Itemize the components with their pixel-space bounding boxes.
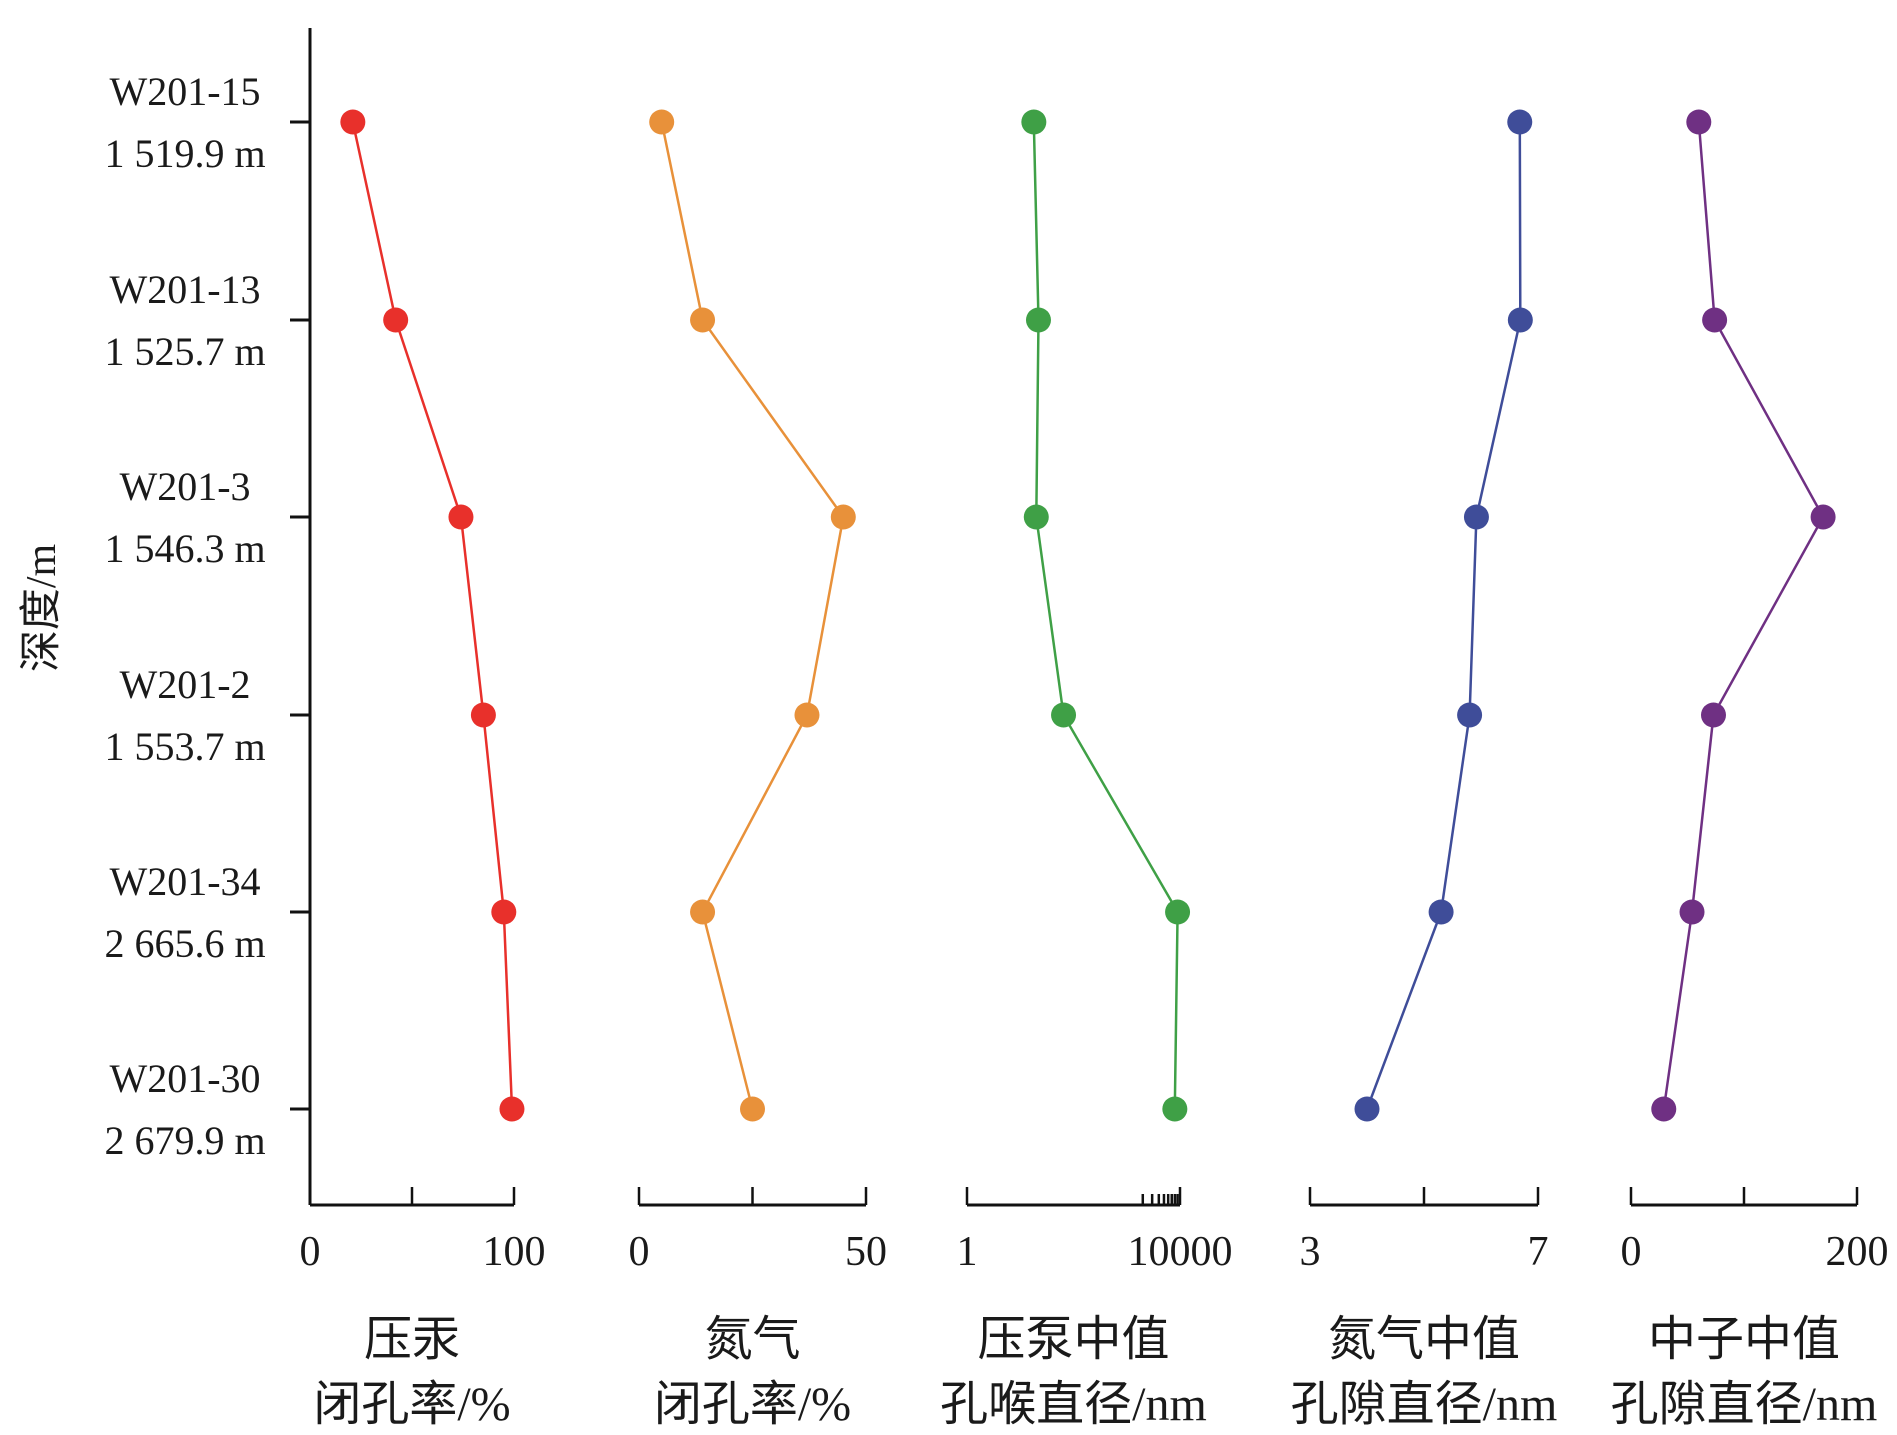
depth-label: 1 519.9 m: [104, 131, 265, 176]
x-tick-label: 0: [1621, 1229, 1642, 1275]
panel-title-line1: 压泵中值: [977, 1313, 1169, 1366]
data-point: [383, 307, 409, 333]
x-tick-label: 1: [957, 1229, 978, 1275]
depth-label: 1 525.7 m: [104, 329, 265, 374]
data-point: [1463, 504, 1489, 530]
data-point: [340, 109, 366, 135]
data-point: [1354, 1096, 1380, 1122]
sample-label: W201-34: [109, 859, 260, 904]
data-point: [1810, 504, 1836, 530]
x-tick-label: 0: [629, 1229, 650, 1275]
panel-title-line2: 闭孔率/%: [654, 1378, 851, 1431]
data-point: [1021, 109, 1047, 135]
data-point: [499, 1096, 525, 1122]
data-point: [794, 702, 820, 728]
data-point: [1165, 899, 1191, 925]
data-point: [1702, 307, 1728, 333]
data-point: [1679, 899, 1705, 925]
data-point: [1051, 702, 1077, 728]
sample-label: W201-2: [119, 662, 250, 707]
x-tick-label: 0: [300, 1229, 321, 1275]
sample-label: W201-13: [109, 267, 260, 312]
sample-label: W201-30: [109, 1056, 260, 1101]
x-tick-label: 3: [1300, 1229, 1321, 1275]
x-tick-label: 10000: [1128, 1229, 1233, 1275]
panel-title-line2: 孔隙直径/nm: [1291, 1378, 1558, 1431]
data-point: [830, 504, 856, 530]
data-point: [740, 1096, 765, 1122]
data-point: [649, 109, 675, 135]
data-point: [690, 307, 716, 333]
data-point: [1507, 307, 1533, 333]
x-tick-label: 7: [1528, 1229, 1549, 1275]
x-tick-label: 200: [1826, 1229, 1889, 1275]
sample-label: W201-3: [119, 464, 250, 509]
sample-label: W201-15: [109, 69, 260, 114]
data-point: [470, 702, 496, 728]
data-point: [448, 504, 474, 530]
depth-label: 1 546.3 m: [104, 526, 265, 571]
depth-label: 1 553.7 m: [104, 724, 265, 769]
series-line: [660, 121, 845, 1110]
data-point: [1651, 1096, 1677, 1122]
x-tick-label: 100: [483, 1229, 546, 1275]
series-line: [1032, 121, 1179, 1110]
data-point: [1025, 307, 1051, 333]
panel-title-line1: 中子中值: [1648, 1313, 1840, 1366]
data-point: [1457, 702, 1483, 728]
data-point: [690, 899, 716, 925]
depth-label: 2 665.6 m: [104, 921, 265, 966]
x-tick-label: 50: [845, 1229, 887, 1275]
data-point: [1700, 702, 1726, 728]
series-line: [1662, 121, 1825, 1110]
data-point: [1428, 899, 1454, 925]
depth-label: 2 679.9 m: [104, 1118, 265, 1163]
data-point: [1686, 109, 1712, 135]
panel-title-line2: 孔隙直径/nm: [1611, 1378, 1878, 1431]
panel-title-line1: 压汞: [364, 1313, 460, 1366]
panel-title-line1: 氮气: [704, 1313, 800, 1366]
data-point: [1162, 1096, 1188, 1122]
panel-title-line2: 孔喉直径/nm: [940, 1378, 1207, 1431]
data-point: [1023, 504, 1049, 530]
panel-title-line2: 闭孔率/%: [313, 1378, 510, 1431]
data-point: [1507, 109, 1533, 135]
panel-title-line1: 氮气中值: [1328, 1313, 1520, 1366]
data-point: [491, 899, 517, 925]
series-line: [1365, 121, 1522, 1110]
y-axis-title: 深度/m: [19, 544, 65, 673]
series-line: [351, 121, 514, 1110]
